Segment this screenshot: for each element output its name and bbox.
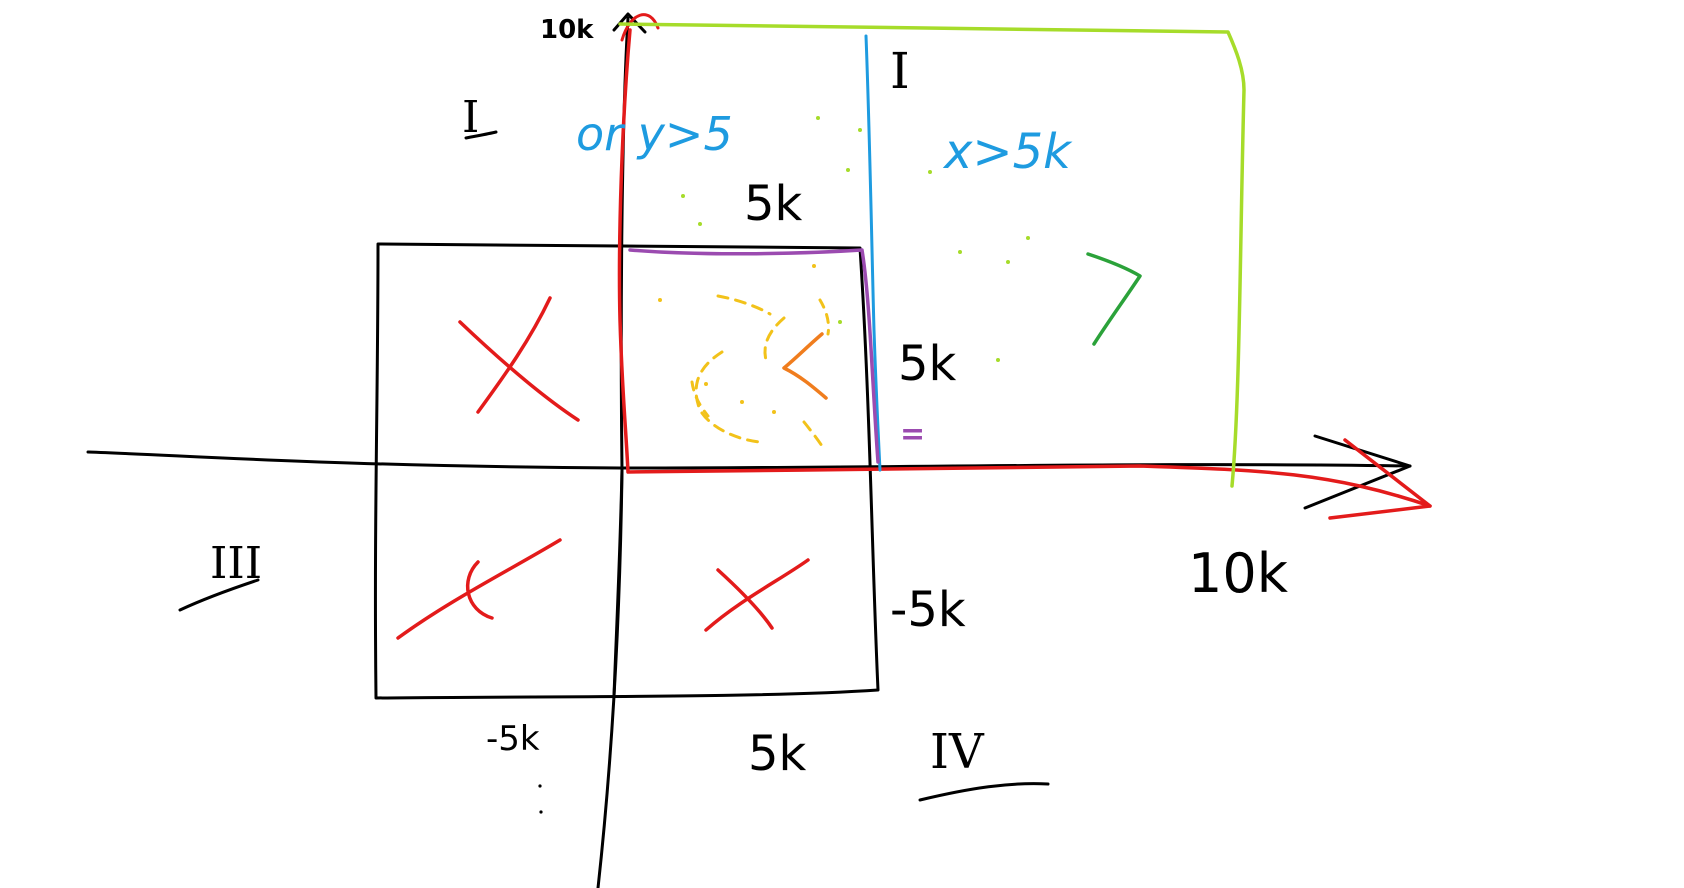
stray-dot bbox=[539, 810, 543, 814]
region-outline bbox=[617, 28, 1432, 508]
inner-square-outline bbox=[628, 248, 880, 464]
condition-y-label: or y>5 bbox=[576, 107, 733, 161]
x-mark-upper-left bbox=[458, 296, 580, 422]
pos-bottom-label: 5k bbox=[748, 726, 807, 782]
x-mark-lower-right bbox=[704, 558, 810, 632]
inner-top-label: 5k bbox=[744, 176, 803, 232]
neg-bottom-label: -5k bbox=[486, 719, 540, 759]
q3-underline bbox=[178, 578, 260, 612]
upper-region-dots bbox=[681, 116, 1030, 362]
black-square bbox=[373, 242, 880, 700]
black-square-vertical-split bbox=[612, 468, 624, 698]
x-axis-arrowhead bbox=[1303, 434, 1412, 510]
less-sign bbox=[782, 332, 828, 400]
q4-underline bbox=[918, 782, 1050, 802]
greater-sign bbox=[1086, 252, 1142, 346]
neg-right-label: -5k bbox=[890, 582, 966, 638]
x-mark-lower-left bbox=[396, 538, 562, 640]
x-end-label: 10k bbox=[1188, 542, 1289, 605]
x-threshold-line bbox=[864, 34, 882, 472]
y-top-label: 10k bbox=[540, 15, 594, 45]
quadrant-4-label: IV bbox=[930, 724, 985, 780]
region-outline-arrowhead bbox=[1328, 438, 1432, 520]
stray-dot bbox=[538, 784, 542, 788]
q2-underline bbox=[464, 130, 498, 140]
inner-right-label: 5k bbox=[898, 336, 957, 392]
inner-scribble bbox=[658, 264, 842, 448]
quadrant-1-label: I bbox=[890, 42, 910, 100]
equals-sign: = bbox=[900, 417, 925, 452]
upper-boundary bbox=[618, 22, 1246, 488]
x-axis bbox=[86, 450, 1412, 470]
condition-x-label: x>5k bbox=[942, 124, 1073, 180]
quadrant-3-label: III bbox=[210, 538, 262, 589]
quadrant-2-label: I bbox=[462, 92, 479, 143]
